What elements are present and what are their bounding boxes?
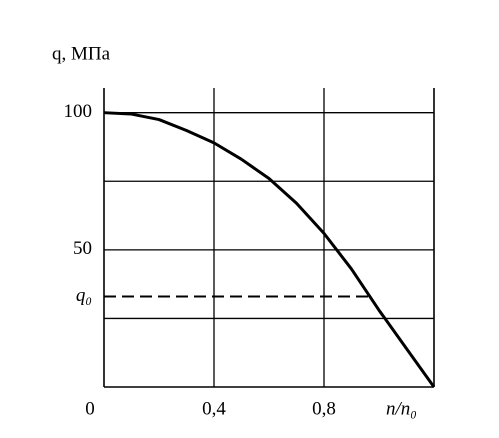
y-tick-label: 50 — [73, 238, 92, 259]
y-tick-label: 100 — [64, 101, 93, 122]
x-axis-label: n/n₀ — [386, 398, 417, 419]
y-axis-label: q, МПа — [52, 43, 111, 64]
x-tick-label: 0,4 — [202, 398, 226, 419]
curve — [103, 111, 436, 388]
x-tick-label: 0 — [85, 398, 95, 419]
x-tick-label: 0,8 — [312, 398, 336, 419]
y-tick-label: q₀ — [76, 285, 92, 306]
